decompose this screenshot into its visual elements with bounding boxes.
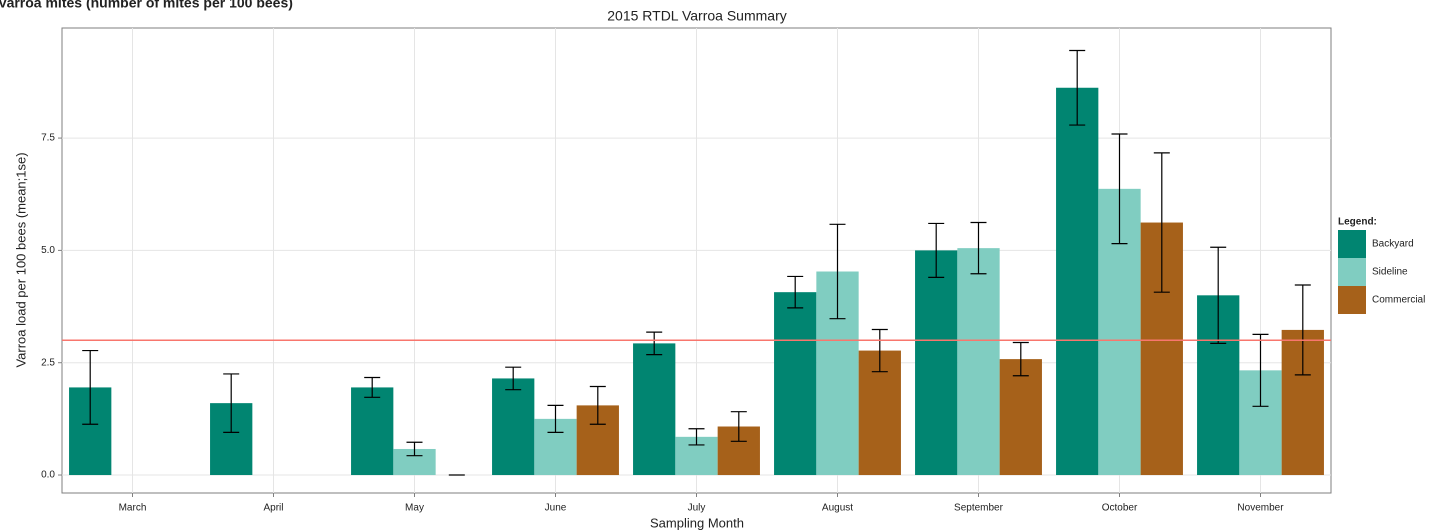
- x-tick-label: May: [405, 503, 424, 514]
- x-tick-label: March: [119, 503, 147, 514]
- y-tick-label: 7.5: [41, 133, 55, 144]
- error-bar: [1111, 133, 1128, 245]
- y-tick-label: 2.5: [41, 357, 55, 368]
- bar: [999, 359, 1042, 476]
- x-tick-label: June: [545, 503, 567, 514]
- page-heading: Varroa mites (number of mites per 100 be…: [0, 0, 293, 11]
- legend-title: Legend:: [1338, 217, 1377, 228]
- x-tick-label: April: [263, 503, 283, 514]
- error-bar: [1012, 341, 1029, 377]
- error-bar: [646, 331, 663, 356]
- chart-title: 2015 RTDL Varroa Summary: [607, 8, 786, 24]
- error-bar: [1294, 284, 1311, 376]
- bar: [1056, 87, 1099, 476]
- y-tick-label: 0.0: [41, 470, 55, 481]
- bar: [633, 343, 676, 476]
- error-bar: [223, 373, 240, 433]
- x-tick-label: August: [822, 503, 853, 514]
- legend-swatch: [1338, 286, 1366, 314]
- y-axis-label: Varroa load per 100 bees (mean;1se): [13, 152, 28, 367]
- bar: [957, 248, 1000, 476]
- y-tick-label: 5.0: [41, 245, 55, 256]
- legend-label: Backyard: [1372, 239, 1414, 250]
- bar: [351, 387, 394, 476]
- error-bar: [688, 428, 705, 446]
- error-bar: [1153, 152, 1170, 293]
- legend-swatch: [1338, 230, 1366, 258]
- error-bar: [82, 349, 99, 425]
- legend-label: Commercial: [1372, 295, 1425, 306]
- bar: [915, 250, 958, 476]
- x-tick-label: September: [954, 503, 1004, 514]
- x-tick-label: July: [688, 503, 706, 514]
- error-bar: [505, 366, 522, 391]
- error-bar: [970, 221, 987, 275]
- error-bar: [730, 411, 747, 442]
- x-axis-label: Sampling Month: [650, 515, 744, 530]
- error-bar: [1252, 333, 1269, 407]
- error-bar: [787, 275, 804, 309]
- error-bar: [406, 441, 423, 457]
- error-bar: [928, 222, 945, 278]
- error-bar: [1069, 49, 1086, 126]
- error-bar: [364, 376, 381, 398]
- x-tick-label: November: [1237, 503, 1284, 514]
- bar: [774, 292, 817, 476]
- error-bar: [547, 404, 564, 433]
- bar: [492, 378, 535, 476]
- legend-label: Sideline: [1372, 267, 1408, 278]
- legend-swatch: [1338, 258, 1366, 286]
- error-bar: [829, 223, 846, 320]
- error-bar: [589, 385, 606, 425]
- error-bar: [871, 328, 888, 373]
- x-tick-label: October: [1102, 503, 1138, 514]
- error-bar: [1210, 246, 1227, 344]
